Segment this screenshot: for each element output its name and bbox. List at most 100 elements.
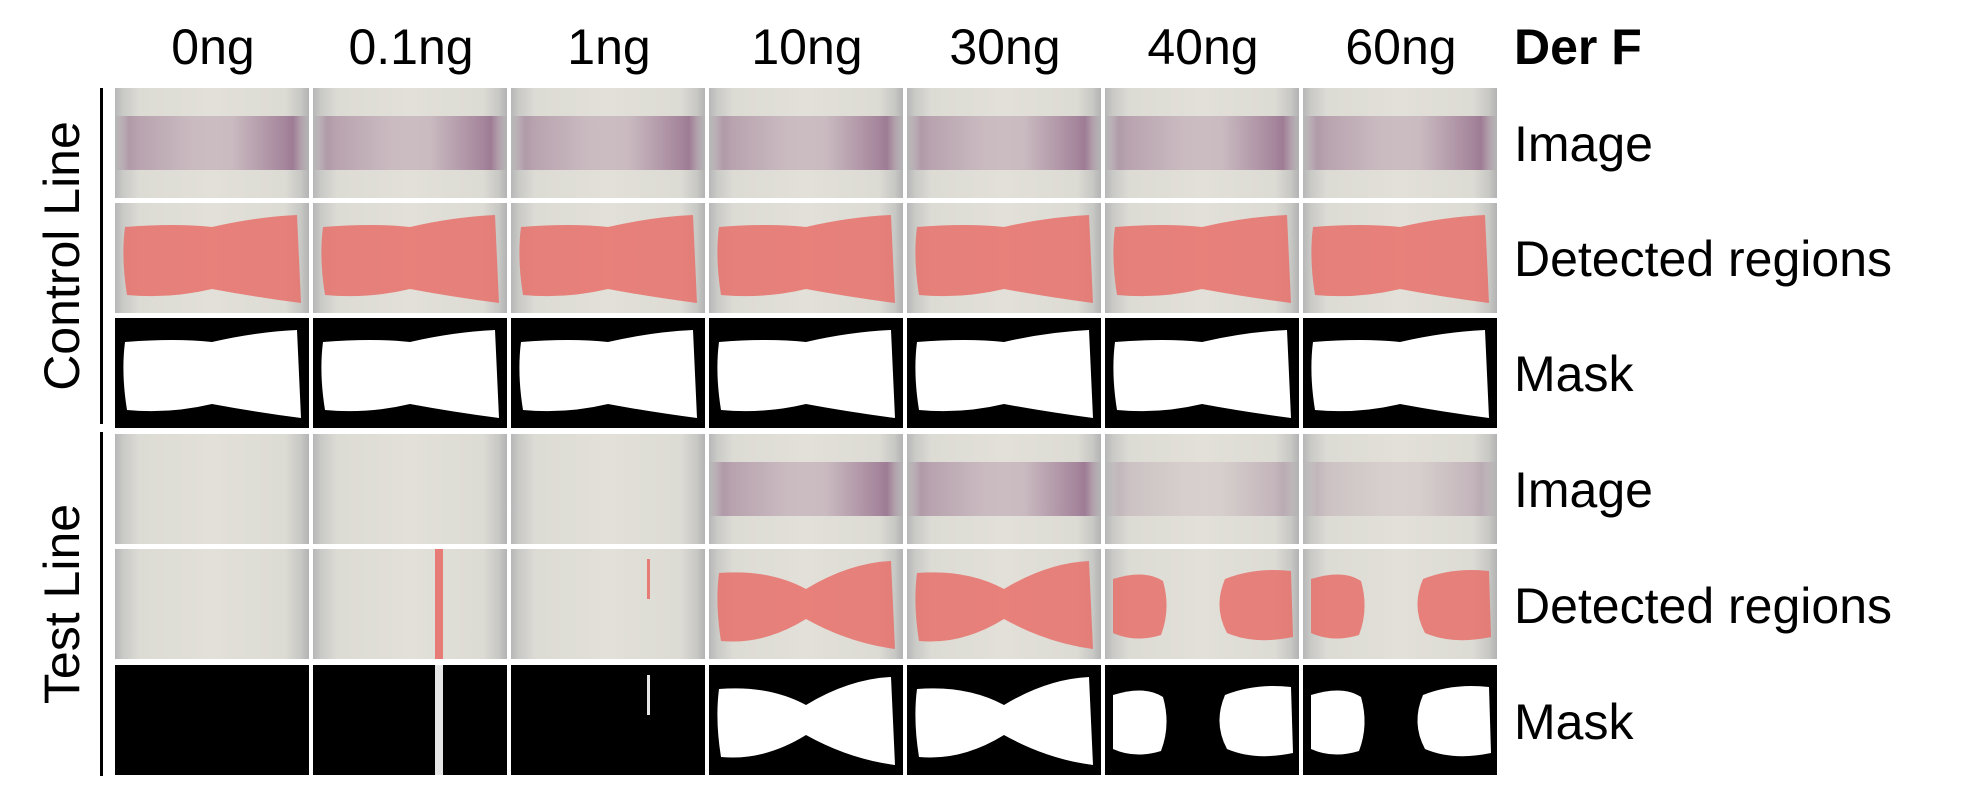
test-detected-regions-cell xyxy=(709,549,903,659)
control-mask-cell xyxy=(1105,318,1299,428)
column-header: 0.1ng xyxy=(348,19,474,75)
control-detected-regions-cell xyxy=(1303,203,1497,313)
region-shape xyxy=(1311,330,1489,418)
row-label-control-image: Image xyxy=(1514,116,1653,172)
region-shape xyxy=(123,215,302,303)
row-label-control-mask: Mask xyxy=(1514,346,1634,402)
region-shape xyxy=(915,677,1093,765)
strip-band xyxy=(709,462,903,516)
control-detected-regions-cell xyxy=(907,203,1101,313)
control-detected-regions-cell xyxy=(709,203,903,313)
region-shape xyxy=(1311,686,1491,757)
test-mask-cell xyxy=(1105,665,1299,775)
row-label-test-mask: Mask xyxy=(1514,694,1634,750)
region-shape xyxy=(915,561,1093,649)
region-shape xyxy=(519,215,697,303)
control-image-cell xyxy=(709,88,903,198)
strip-band xyxy=(511,116,705,170)
region-shape xyxy=(1113,215,1291,303)
row-label-test-image: Image xyxy=(1514,462,1653,518)
region-shape xyxy=(435,665,443,775)
control-detected-regions-cell xyxy=(511,203,705,313)
control-image-cell xyxy=(511,88,705,198)
test-mask-cell xyxy=(1303,665,1497,775)
region-shape xyxy=(647,675,650,715)
row-label-control-detected: Detected regions xyxy=(1514,231,1893,287)
column-header: 10ng xyxy=(751,19,863,75)
control-line-bar xyxy=(100,88,103,424)
region-shape xyxy=(1113,686,1293,757)
control-mask-cell xyxy=(313,318,507,428)
region-shape xyxy=(435,549,443,659)
test-detected-regions-cell xyxy=(115,549,309,659)
control-image-cell xyxy=(907,88,1101,198)
column-header: 40ng xyxy=(1147,19,1259,75)
strip-band xyxy=(907,116,1101,170)
region-shape xyxy=(1113,570,1293,641)
column-header: 1ng xyxy=(567,19,651,75)
control-detected-regions-cell xyxy=(313,203,507,313)
test-image-cell xyxy=(313,434,507,544)
test-image-cell xyxy=(907,434,1101,544)
column-header: 60ng xyxy=(1345,19,1457,75)
test-image-cell xyxy=(1303,434,1497,544)
test-detected-regions-cell xyxy=(1105,549,1299,659)
test-detected-regions-cell xyxy=(313,549,507,659)
test-line-bar xyxy=(100,432,103,776)
region-shape xyxy=(915,215,1093,303)
test-mask-cell xyxy=(511,665,705,775)
region-shape xyxy=(321,215,499,303)
region-shape xyxy=(123,330,302,418)
strip-band xyxy=(709,116,903,170)
control-mask-cell xyxy=(1303,318,1497,428)
region-shape xyxy=(647,559,650,599)
test-mask-cell xyxy=(313,665,507,775)
strip-band xyxy=(1105,116,1299,170)
region-shape xyxy=(717,677,895,765)
test-detected-regions-cell xyxy=(907,549,1101,659)
test-image-cell xyxy=(709,434,903,544)
axis-title: Der F xyxy=(1514,19,1642,75)
control-mask-cell xyxy=(709,318,903,428)
test-mask-cell xyxy=(907,665,1101,775)
test-image-cell xyxy=(115,434,309,544)
control-image-cell xyxy=(313,88,507,198)
region-shape xyxy=(717,215,895,303)
test-detected-regions-cell xyxy=(1303,549,1497,659)
region-shape xyxy=(321,330,499,418)
control-detected-regions-cell xyxy=(115,203,309,313)
region-shape xyxy=(1311,570,1491,641)
control-image-cell xyxy=(1303,88,1497,198)
test-image-cell xyxy=(1105,434,1299,544)
test-mask-cell xyxy=(709,665,903,775)
strip-band xyxy=(1303,116,1497,170)
test-detected-regions-cell xyxy=(511,549,705,659)
control-detected-regions-cell xyxy=(1105,203,1299,313)
test-mask-cell xyxy=(115,665,309,775)
strip-band xyxy=(313,116,507,170)
strip-band xyxy=(1105,462,1299,516)
region-shape xyxy=(717,330,895,418)
image-grid xyxy=(115,88,1498,780)
region-shape xyxy=(1311,215,1489,303)
strip-band xyxy=(115,116,309,170)
column-header: 30ng xyxy=(949,19,1061,75)
control-image-cell xyxy=(115,88,309,198)
control-line-label: Control Line xyxy=(34,121,90,391)
region-shape xyxy=(115,665,309,775)
control-mask-cell xyxy=(115,318,309,428)
strip-band xyxy=(1303,462,1497,516)
control-mask-cell xyxy=(511,318,705,428)
region-shape xyxy=(717,561,895,649)
strip-band xyxy=(907,462,1101,516)
control-image-cell xyxy=(1105,88,1299,198)
test-image-cell xyxy=(511,434,705,544)
test-line-label: Test Line xyxy=(34,503,90,705)
region-shape xyxy=(115,549,309,659)
region-shape xyxy=(915,330,1093,418)
region-shape xyxy=(1113,330,1291,418)
column-header: 0ng xyxy=(171,19,255,75)
control-mask-cell xyxy=(907,318,1101,428)
row-label-test-detected: Detected regions xyxy=(1514,578,1893,634)
region-shape xyxy=(519,330,697,418)
